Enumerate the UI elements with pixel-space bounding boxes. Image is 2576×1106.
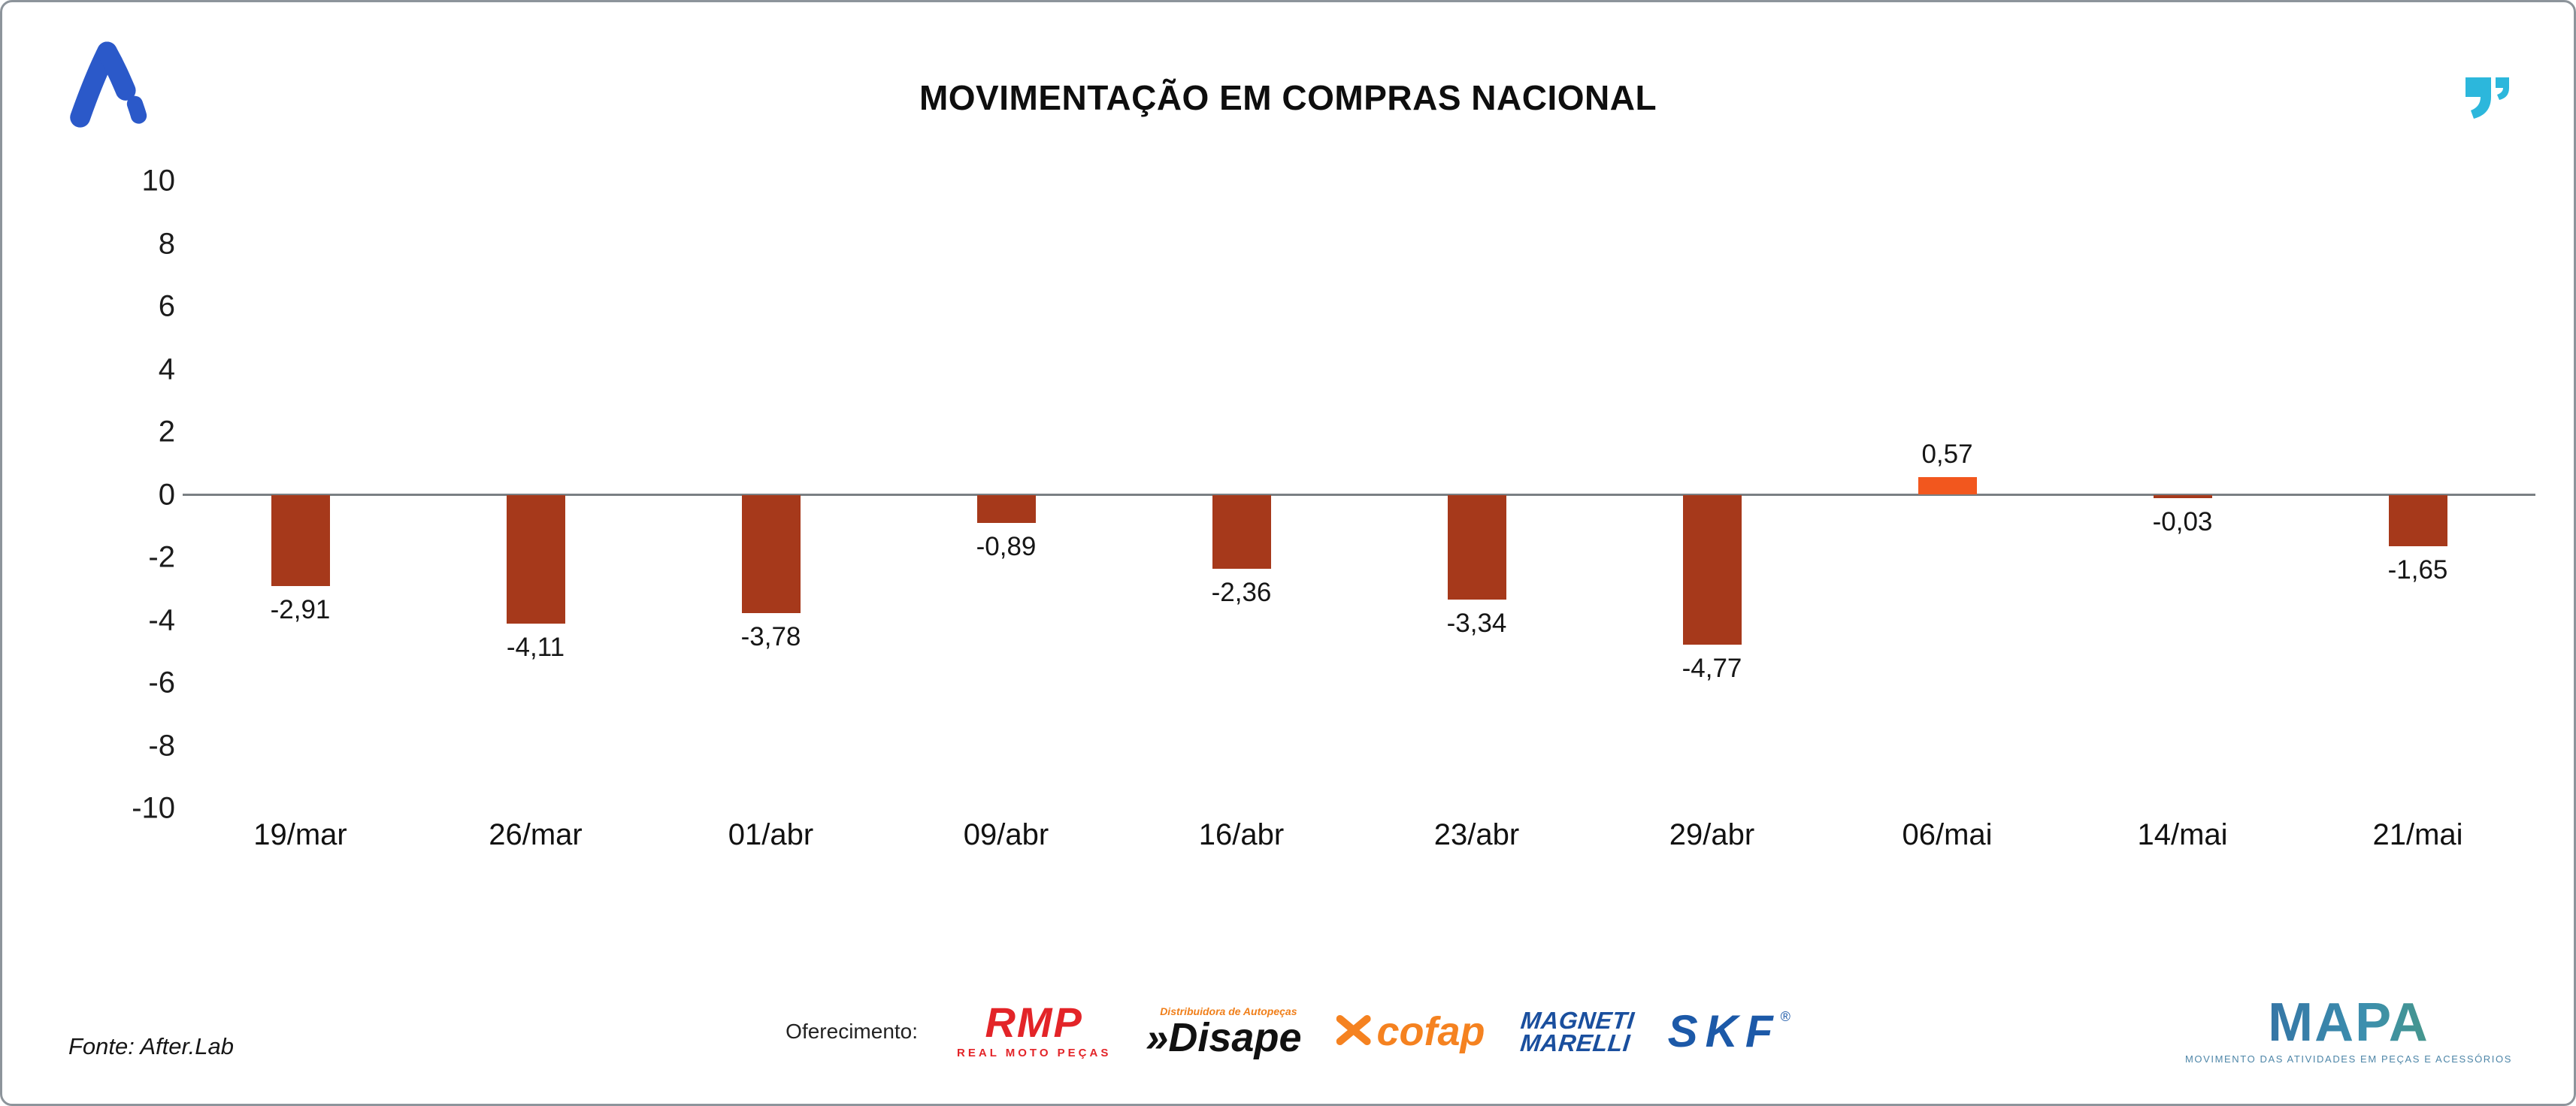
y-tick-label: 0 <box>158 478 175 511</box>
y-tick-label: 2 <box>158 415 175 449</box>
rmp-logo: RMP REAL MOTO PEÇAS <box>957 998 1112 1060</box>
disape-logo: Distribuidora de Autopeças »Disape <box>1146 1005 1302 1061</box>
bar-value-label: -0,89 <box>976 531 1037 561</box>
y-tick-label: -2 <box>148 540 175 574</box>
cofap-logo: cofap <box>1336 1011 1485 1052</box>
x-tick-label: 01/abr <box>728 818 814 851</box>
bar-value-label: -4,11 <box>506 633 565 663</box>
y-tick-label: -4 <box>148 603 175 636</box>
bar-29/abr <box>1682 494 1742 645</box>
skf-logo: SKF ® <box>1668 1009 1790 1054</box>
x-tick-label: 29/abr <box>1669 818 1755 851</box>
mapa-logo-subtitle: MOVIMENTO DAS ATIVIDADES EM PEÇAS E ACES… <box>2184 1053 2512 1065</box>
offer-label: Oferecimento: <box>786 1020 919 1043</box>
x-tick-label: 26/mar <box>489 818 583 851</box>
bar-value-label: -2,36 <box>1211 578 1272 608</box>
bar-value-label: 0,57 <box>1921 439 1973 469</box>
x-tick-label: 14/mai <box>2137 818 2228 851</box>
rmp-logo-subtitle: REAL MOTO PEÇAS <box>957 1047 1112 1060</box>
disape-logo-text: »Disape <box>1146 1015 1302 1061</box>
y-tick-label: 8 <box>158 227 175 260</box>
bar-value-label: -0,03 <box>2152 506 2213 536</box>
disape-chevrons: » <box>1146 1015 1169 1061</box>
skf-registered-mark: ® <box>1780 1009 1790 1024</box>
chart-title: MOVIMENTAÇÃO EM COMPRAS NACIONAL <box>919 78 1657 117</box>
mapa-logo: MAPA MOVIMENTO DAS ATIVIDADES EM PEÇAS E… <box>2185 996 2512 1065</box>
bar-23/abr <box>1447 494 1506 600</box>
rmp-logo-text: RMP <box>985 998 1083 1046</box>
disape-logo-subtitle: Distribuidora de Autopeças <box>1160 1005 1297 1018</box>
sponsors-row: Oferecimento: RMP REAL MOTO PEÇAS Distri… <box>786 993 1790 1071</box>
bar-14/mai <box>2153 494 2212 498</box>
skf-logo-text: SKF <box>1667 1006 1781 1056</box>
cofap-x-icon <box>1336 1014 1371 1049</box>
bar-value-label: -1,65 <box>2387 555 2448 585</box>
y-tick-label: -6 <box>148 666 175 700</box>
x-tick-label: 09/abr <box>963 818 1049 851</box>
x-tick-label: 19/mar <box>253 818 347 851</box>
bar-value-label: -3,78 <box>740 622 801 652</box>
x-tick-label: 06/mai <box>1902 818 1993 851</box>
footer: Fonte: After.Lab Oferecimento: RMP REAL … <box>2 979 2574 1104</box>
bar-16/abr <box>1212 494 1271 570</box>
bar-21/mai <box>2388 494 2447 547</box>
y-axis: 10 8 6 4 2 0 -2 -4 -6 -8 -10 <box>32 165 175 825</box>
bar-value-label: -3,34 <box>1446 608 1507 638</box>
bar-01/abr <box>741 494 801 614</box>
magneti-line1: MAGNETI <box>1519 1006 1636 1034</box>
y-tick-label: -8 <box>148 729 175 762</box>
x-tick-label: 21/mai <box>2372 818 2463 851</box>
bar-06/mai <box>1918 476 1977 495</box>
y-tick-label: -10 <box>132 791 175 825</box>
cofap-logo-text: cofap <box>1376 1009 1485 1054</box>
y-tick-label: 10 <box>141 164 176 198</box>
y-tick-label: 6 <box>158 289 175 323</box>
x-tick-label: 16/abr <box>1198 818 1285 851</box>
plot-area: -2,91 19/mar -4,11 26/mar -3,78 01/abr -0,89 09… <box>183 181 2535 851</box>
bar-19/mar <box>271 494 330 586</box>
afterlab-logo-icon <box>68 40 153 132</box>
bar-value-label: -2,91 <box>270 594 331 624</box>
x-tick-label: 23/abr <box>1433 818 1520 851</box>
bar-26/mar <box>506 494 565 624</box>
magneti-line2: MARELLI <box>1518 1029 1632 1056</box>
quote-mark-icon <box>2462 74 2512 126</box>
source-note: Fonte: After.Lab <box>68 1033 234 1059</box>
mapa-logo-text: MAPA <box>2185 996 2512 1050</box>
bar-09/abr <box>976 494 1036 523</box>
bar-value-label: -4,77 <box>1682 653 1742 683</box>
y-tick-label: 4 <box>158 352 175 385</box>
zero-line <box>183 494 2535 496</box>
magneti-marelli-logo: MAGNETI MARELLI <box>1517 1006 1636 1056</box>
